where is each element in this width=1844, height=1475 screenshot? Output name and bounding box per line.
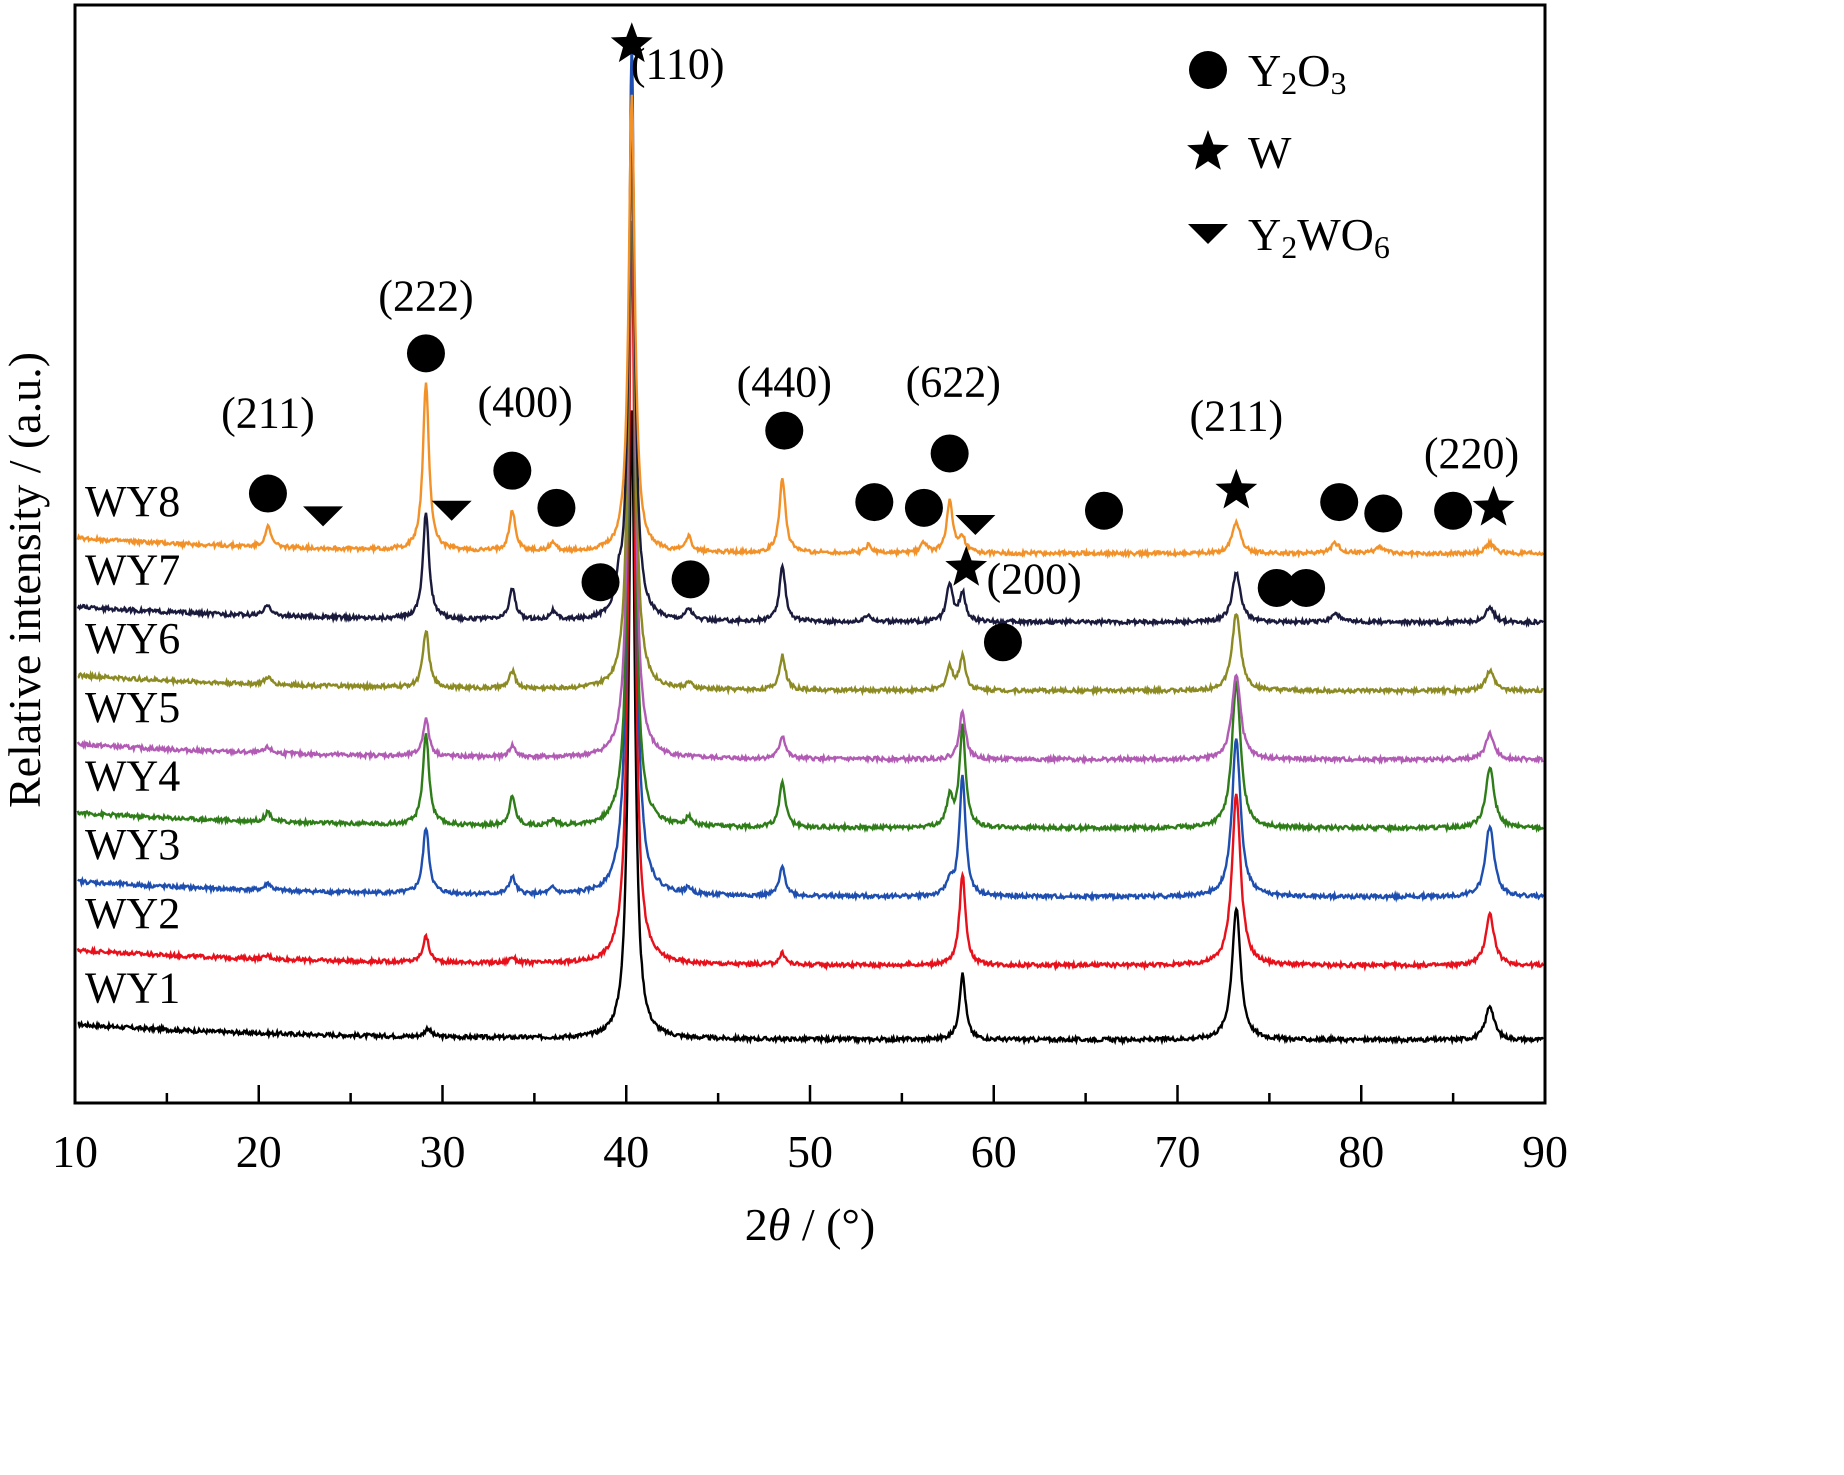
y-axis-title: Relative intensity / (a.u.): [0, 352, 50, 808]
series-label-wy3: WY3: [85, 820, 180, 869]
series-label-layer: WY1 WY2 WY3 WY4 WY5 WY6 WY7 WY8: [85, 477, 180, 1012]
hkl-label: (220): [1424, 429, 1519, 478]
y2wo6-marker: [431, 500, 472, 521]
hkl-label: (400): [478, 377, 573, 426]
series-label-wy4: WY4: [85, 752, 180, 801]
w-marker: [610, 22, 653, 63]
y2o3-marker: [406, 334, 445, 373]
hkl-label: (110): [631, 40, 725, 89]
y2o3-marker: [930, 434, 969, 473]
y2o3-marker: [581, 563, 620, 602]
series-layer: [76, 36, 1545, 1047]
series-label-wy6: WY6: [85, 614, 180, 663]
x-tick-label: 80: [1338, 1126, 1384, 1177]
y2o3-marker: [1364, 494, 1403, 533]
series-line-wy8: [76, 94, 1545, 560]
series-line-wy4: [76, 139, 1545, 834]
y2o3-marker: [983, 623, 1022, 662]
legend-y2o3-icon: [1189, 51, 1227, 89]
y2o3-marker: [493, 451, 532, 490]
w-marker: [945, 545, 988, 586]
series-label-wy5: WY5: [85, 683, 180, 732]
x-tick-label: 20: [236, 1126, 282, 1177]
y2o3-marker: [904, 488, 943, 527]
marker-layer: [248, 22, 1515, 662]
y2o3-marker: [855, 483, 894, 522]
series-line-wy1: [77, 410, 1545, 1047]
y2o3-marker: [765, 411, 804, 450]
hkl-label: (222): [378, 271, 473, 320]
series-label-wy2: WY2: [85, 889, 180, 938]
series-line-wy5: [76, 127, 1544, 766]
legend-y2wo6-icon: [1188, 224, 1228, 244]
legend-label: Y2WO6: [1248, 209, 1390, 265]
w-marker: [1215, 468, 1258, 509]
legend-label: Y2O3: [1248, 45, 1346, 101]
x-axis-title: 2θ / (°): [745, 1199, 875, 1250]
series-line-wy2: [76, 220, 1545, 972]
x-tick-label: 40: [603, 1126, 649, 1177]
y2o3-marker: [1287, 568, 1326, 607]
series-label-wy8: WY8: [85, 477, 180, 526]
series-label-wy7: WY7: [85, 546, 180, 595]
legend-label: W: [1248, 127, 1292, 178]
x-tick-label: 90: [1522, 1126, 1568, 1177]
y2o3-marker: [248, 474, 287, 513]
series-line-wy3: [77, 36, 1545, 903]
y2wo6-marker: [955, 515, 996, 535]
series-label-wy1: WY1: [85, 963, 180, 1012]
legend-w-icon: [1187, 130, 1229, 170]
hkl-label: (211): [1189, 392, 1283, 441]
series-line-wy6: [77, 119, 1544, 697]
y2o3-marker: [1434, 491, 1473, 530]
hkl-label: (622): [906, 357, 1001, 406]
y2o3-marker: [671, 560, 710, 599]
y2o3-marker: [1320, 483, 1359, 522]
hkl-label: (440): [737, 357, 832, 406]
hkl-label: (211): [221, 389, 315, 438]
x-tick-label: 50: [787, 1126, 833, 1177]
series-line-wy7: [76, 104, 1545, 629]
x-tick-label: 30: [420, 1126, 466, 1177]
legend: Y2O3 W Y2WO6: [1187, 45, 1390, 265]
x-tick-label: 70: [1155, 1126, 1201, 1177]
y2o3-marker: [1257, 568, 1296, 607]
x-ticks: 10 20 30 40 50 60 70 80 90: [52, 1085, 1568, 1177]
hkl-label: (200): [987, 555, 1082, 604]
x-tick-label: 60: [971, 1126, 1017, 1177]
y2o3-marker: [537, 488, 576, 527]
x-tick-label: 10: [52, 1126, 98, 1177]
annotation-layer: (211) (222) (400) (110) (440) (622) (200) (211)…: [221, 40, 1519, 604]
y2wo6-marker: [303, 506, 344, 527]
w-marker: [1472, 485, 1515, 526]
y2o3-marker: [1085, 491, 1123, 530]
